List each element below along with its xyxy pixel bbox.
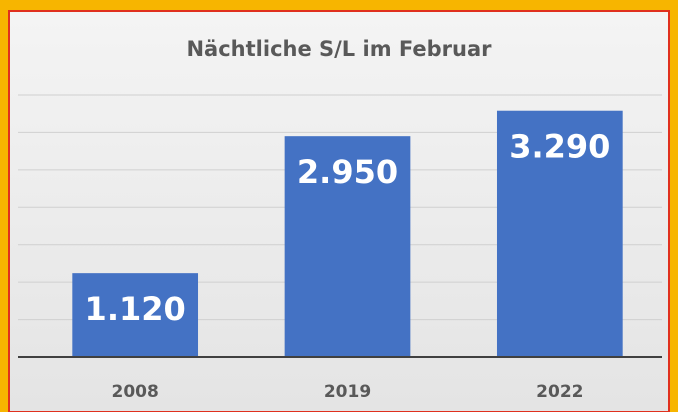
x-tick-label: 2019 [324, 382, 371, 402]
x-tick-label: 2022 [536, 382, 583, 402]
bar [496, 110, 623, 357]
value-label: 1.120 [85, 290, 186, 328]
value-label: 2.950 [297, 153, 398, 191]
value-label: 3.290 [509, 128, 610, 166]
bar [284, 136, 411, 357]
bar [72, 273, 199, 357]
chart-title: Nächtliche S/L im Februar [186, 37, 492, 61]
x-tick-label: 2008 [112, 382, 159, 402]
